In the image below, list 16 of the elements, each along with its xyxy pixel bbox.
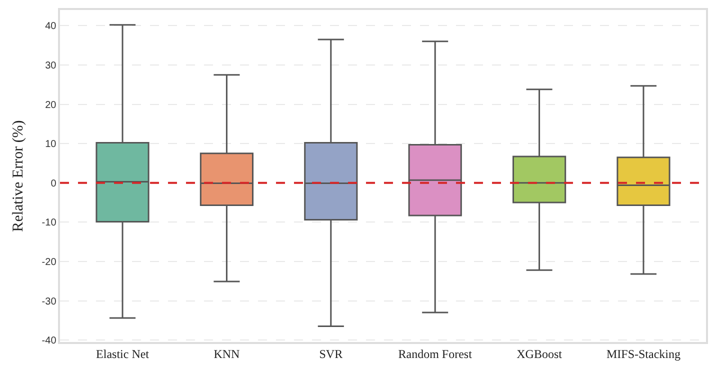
y-tick-label: -10 [42, 218, 57, 229]
y-tick-label: 40 [45, 21, 57, 32]
x-tick-label: KNN [214, 347, 240, 362]
y-tick-label: -30 [42, 296, 57, 308]
y-tick-label: 20 [45, 100, 57, 111]
x-tick-label: Elastic Net [96, 347, 150, 362]
y-axis-title: Relative Error (%) [10, 120, 27, 232]
y-tick-label: 0 [50, 178, 57, 190]
y-tick-label: 10 [45, 139, 57, 150]
x-tick-label: SVR [319, 347, 343, 362]
y-tick-label: -20 [42, 256, 57, 268]
y-tick-label: -40 [42, 336, 57, 347]
y-tick-label: 30 [45, 60, 57, 72]
x-tick-label: XGBoost [516, 347, 563, 362]
x-tick-label: MIFS-Stacking [606, 347, 680, 362]
x-tick-label: Random Forest [398, 347, 473, 362]
